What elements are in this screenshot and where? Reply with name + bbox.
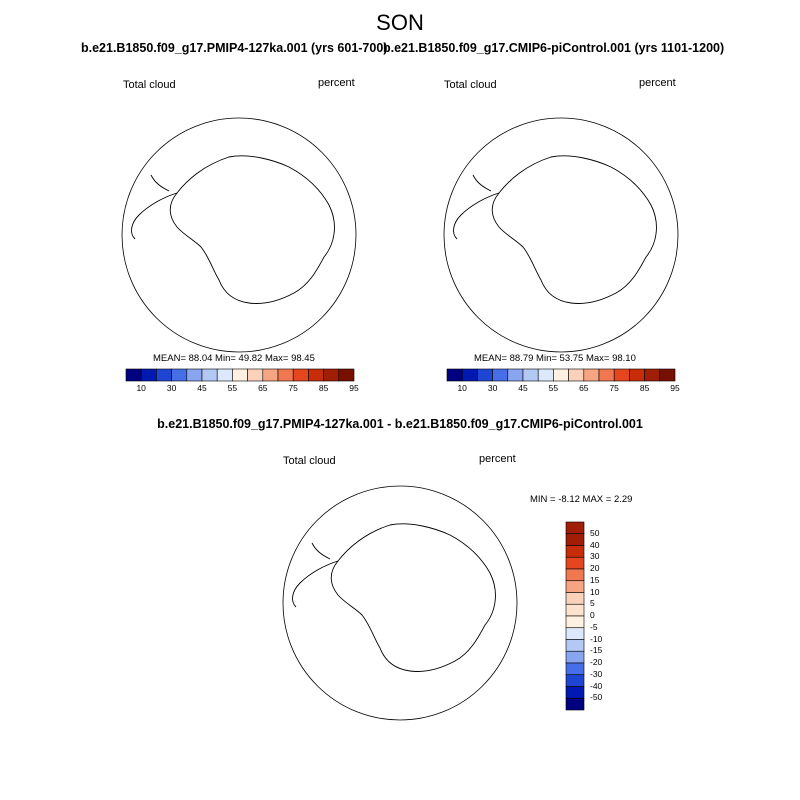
panel-2-variable-label: Total cloud bbox=[444, 79, 497, 91]
panel-2-colorbar-swatch bbox=[446, 368, 463, 382]
panel-1-colorbar-tick-label: 10 bbox=[136, 383, 146, 393]
panel-1-colorbar-swatch bbox=[171, 368, 188, 382]
panel-2-colorbar-tick-label: 45 bbox=[518, 383, 528, 393]
difference-colorbar-swatch bbox=[565, 580, 585, 593]
panel-1-colorbar-swatch bbox=[338, 368, 355, 382]
panel-1-units-label: percent bbox=[318, 77, 355, 89]
difference-colorbar-tick-label: 10 bbox=[590, 586, 600, 597]
panel-1-colorbar-swatch bbox=[277, 368, 294, 382]
difference-colorbar-tick-label: -10 bbox=[590, 633, 603, 644]
panel-1-colorbar-tick-label: 85 bbox=[318, 383, 329, 393]
difference-colorbar-swatch bbox=[565, 603, 585, 617]
panel-2-colorbar-swatch bbox=[507, 368, 524, 382]
panel-1-variable-label: Total cloud bbox=[123, 79, 176, 91]
difference-colorbar-swatch bbox=[565, 533, 585, 546]
panel-1-colorbar-swatch bbox=[140, 368, 157, 382]
panel-2-colorbar-swatch bbox=[613, 368, 630, 382]
panel-1-colorbar-tick-label: 55 bbox=[227, 383, 238, 393]
panel-1-colorbar-swatch bbox=[186, 368, 203, 382]
panel-2-colorbar-tick-label: 85 bbox=[639, 383, 650, 393]
panel-2-title: b.e21.B1850.f09_g17.CMIP6-piControl.001 … bbox=[383, 41, 725, 55]
panel-1-map bbox=[121, 117, 369, 365]
panel-2-colorbar-swatch bbox=[583, 368, 600, 382]
panel-1-colorbar-tick-label: 65 bbox=[258, 383, 268, 393]
panel-1-colorbar-swatch bbox=[216, 368, 233, 382]
difference-colorbar-swatch bbox=[565, 521, 585, 535]
difference-colorbar-swatch bbox=[565, 568, 585, 582]
panel-2-colorbar-tick-label: 55 bbox=[548, 383, 559, 393]
panel-1-colorbar-swatch bbox=[262, 368, 279, 382]
panel-1-stats: MEAN= 88.04 Min= 49.82 Max= 98.45 bbox=[153, 353, 315, 364]
panel-1-title: b.e21.B1850.f09_g17.PMIP4-127ka.001 (yrs… bbox=[81, 41, 388, 55]
difference-colorbar-swatch bbox=[565, 592, 585, 605]
panel-2-colorbar-tick-label: 75 bbox=[609, 383, 619, 393]
panel-1-colorbar-swatch bbox=[232, 368, 248, 382]
panel-1-colorbar-tick-label: 95 bbox=[349, 383, 359, 393]
panel-1-colorbar-swatch bbox=[292, 368, 309, 382]
panel-1-colorbar-swatch bbox=[308, 368, 324, 382]
difference-colorbar-tick-label: 5 bbox=[590, 598, 595, 609]
season-title: SON bbox=[376, 10, 424, 35]
panel-1-colorbar-tick-label: 45 bbox=[197, 383, 207, 393]
panel-1-colorbar-swatch bbox=[156, 368, 172, 382]
panel-2-colorbar-swatch bbox=[659, 368, 676, 382]
panel-1-colorbar-swatch bbox=[125, 368, 142, 382]
difference-colorbar-tick-label: 50 bbox=[590, 527, 600, 538]
difference-colorbar-swatch bbox=[565, 615, 585, 629]
difference-colorbar-tick-label: -5 bbox=[590, 621, 598, 632]
difference-colorbar-swatch bbox=[565, 686, 585, 699]
difference-colorbar-tick-label: 15 bbox=[590, 574, 600, 585]
difference-colorbar-tick-label: -30 bbox=[590, 668, 603, 679]
difference-colorbar-tick-label: 30 bbox=[590, 551, 600, 562]
difference-stats: MIN = -8.12 MAX = 2.29 bbox=[530, 494, 633, 505]
difference-colorbar-swatch bbox=[565, 674, 585, 687]
panel-1-colorbar bbox=[125, 368, 355, 382]
panel-1-colorbar-tick-label: 75 bbox=[288, 383, 298, 393]
panel-1-colorbar-swatch bbox=[201, 368, 218, 382]
difference-colorbar bbox=[565, 521, 585, 711]
difference-colorbar-tick-label: -15 bbox=[590, 645, 603, 656]
panel-2-colorbar-tick-label: 10 bbox=[457, 383, 467, 393]
panel-2-colorbar-tick-label: 95 bbox=[670, 383, 680, 393]
panel-1-colorbar-swatch bbox=[323, 368, 340, 382]
difference-colorbar-tick-label: -20 bbox=[590, 657, 603, 667]
difference-units-label: percent bbox=[479, 453, 516, 465]
difference-colorbar-swatch bbox=[565, 697, 585, 711]
panel-1-colorbar-tick-label: 30 bbox=[166, 383, 177, 393]
panel-2-colorbar-swatch bbox=[553, 368, 569, 382]
difference-colorbar-swatch bbox=[565, 662, 585, 676]
difference-colorbar-tick-label: -50 bbox=[590, 692, 603, 703]
panel-2-colorbar-swatch bbox=[461, 368, 478, 382]
panel-2-colorbar-swatch bbox=[492, 368, 509, 382]
panel-2-map bbox=[443, 117, 679, 353]
difference-colorbar-swatch bbox=[565, 627, 585, 640]
difference-map bbox=[282, 485, 518, 721]
panel-2-stats: MEAN= 88.79 Min= 53.75 Max= 98.10 bbox=[474, 353, 636, 364]
panel-2-colorbar-swatch bbox=[522, 368, 539, 382]
difference-colorbar-swatch bbox=[565, 650, 585, 664]
panel-2-colorbar-swatch bbox=[477, 368, 493, 382]
panel-2-colorbar bbox=[446, 368, 676, 382]
panel-2-units-label: percent bbox=[639, 77, 676, 89]
panel-1-colorbar-swatch bbox=[247, 368, 264, 382]
difference-colorbar-tick-label: -40 bbox=[590, 680, 603, 691]
panel-2-colorbar-swatch bbox=[644, 368, 661, 382]
panel-2-colorbar-swatch bbox=[537, 368, 554, 382]
panel-2-colorbar-tick-label: 30 bbox=[487, 383, 498, 393]
difference-colorbar-swatch bbox=[565, 556, 585, 570]
difference-colorbar-tick-label: 20 bbox=[590, 563, 600, 573]
difference-title: b.e21.B1850.f09_g17.PMIP4-127ka.001 - b.… bbox=[157, 417, 643, 431]
difference-colorbar-swatch bbox=[565, 639, 585, 652]
difference-variable-label: Total cloud bbox=[283, 455, 336, 467]
panel-2-colorbar-swatch bbox=[629, 368, 645, 382]
panel-2-colorbar-swatch bbox=[598, 368, 615, 382]
panel-2-colorbar-tick-label: 65 bbox=[579, 383, 589, 393]
difference-colorbar-tick-label: 0 bbox=[590, 610, 595, 620]
panel-2-colorbar-swatch bbox=[568, 368, 585, 382]
difference-colorbar-tick-label: 40 bbox=[590, 539, 600, 550]
difference-colorbar-swatch bbox=[565, 545, 585, 558]
